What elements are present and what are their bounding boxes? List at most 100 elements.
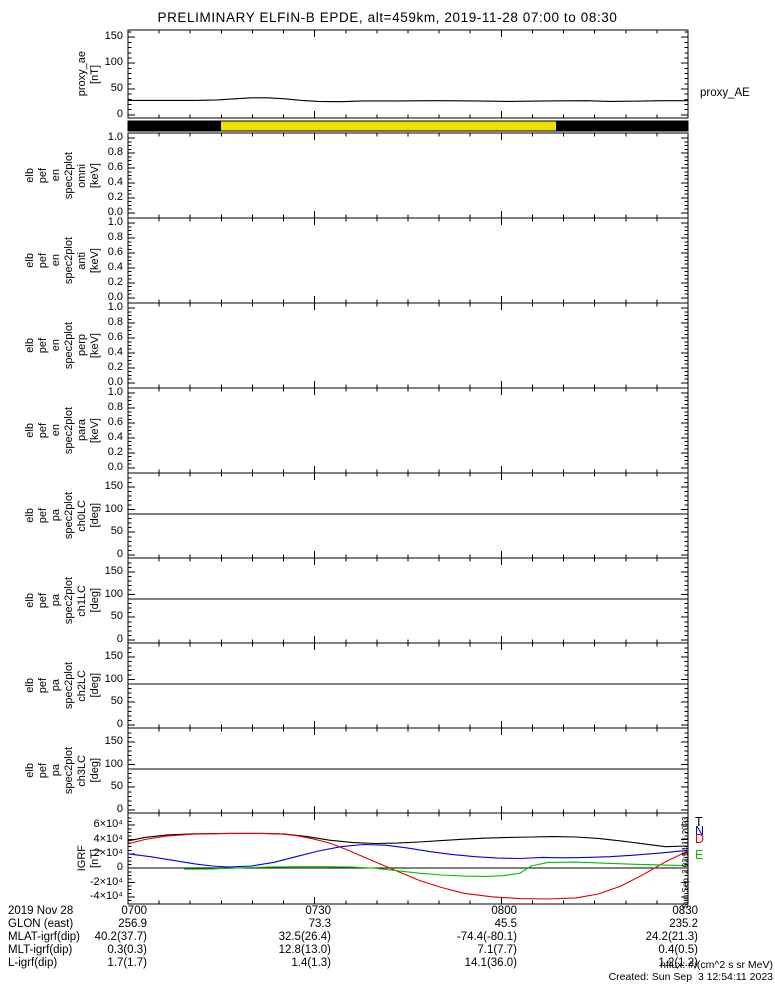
y-tick-label: 0.2 bbox=[107, 360, 123, 373]
axis-label-word: spec2plot bbox=[63, 151, 75, 200]
panel-pa-ch0lc-axis-label: elb pef pa spec2plot ch0LC [deg] bbox=[24, 473, 102, 558]
axis-label-word: pa bbox=[50, 764, 62, 777]
y-tick-label: 0 bbox=[116, 861, 123, 874]
created-timestamp: Created: Sun Sep 3 12:54:11 2023 bbox=[608, 971, 773, 983]
table-row-glon: GLON (east) 256.9 73.3 45.5 235.2 bbox=[0, 918, 775, 931]
y-tick-label: 0.8 bbox=[107, 146, 123, 159]
y-tick-label: 0.0 bbox=[107, 375, 123, 388]
y-tick-label: 150 bbox=[104, 480, 123, 492]
time-tick-label: 0830 bbox=[672, 905, 698, 917]
axis-label-word: spec2plot bbox=[63, 576, 75, 625]
axis-label-word: [deg] bbox=[89, 758, 101, 783]
axis-label-word: pef bbox=[37, 677, 49, 694]
mlat-value: 32.5(26.4) bbox=[278, 931, 331, 943]
axis-label-word: pef bbox=[37, 507, 49, 524]
axis-label-word: pa bbox=[50, 679, 62, 692]
axis-label-word: spec2plot bbox=[63, 491, 75, 540]
y-tick-label: 100 bbox=[104, 502, 123, 515]
axis-label-word: [nT] bbox=[89, 64, 101, 84]
mlat-value: 24.2(21.3) bbox=[645, 931, 698, 943]
series-E bbox=[183, 861, 689, 877]
y-tick-label: 100 bbox=[104, 56, 123, 69]
y-tick-label: 100 bbox=[104, 672, 123, 685]
y-tick-label: -4×10⁴ bbox=[89, 889, 123, 902]
proxy-ae-series-label: proxy_AE bbox=[700, 87, 750, 99]
axis-label-word: pef bbox=[37, 337, 49, 354]
y-tick-label: 0.8 bbox=[107, 401, 123, 414]
y-tick-label: 0.8 bbox=[107, 231, 123, 244]
axis-label-word: [keV] bbox=[89, 417, 101, 444]
legend-entry-d: D bbox=[695, 832, 705, 846]
axis-label-word: perp bbox=[76, 334, 88, 357]
y-tick-label: 6×10⁴ bbox=[93, 818, 123, 831]
y-tick-label: 150 bbox=[104, 650, 123, 662]
axis-label-word: pef bbox=[37, 167, 49, 184]
y-tick-label: 0.6 bbox=[107, 246, 123, 258]
panel-en-para-axis-label: elb pef en spec2plot para [keV] bbox=[24, 388, 102, 473]
time-tick-label: 0730 bbox=[305, 905, 331, 917]
time-tick-label: 0800 bbox=[491, 905, 517, 917]
y-tick-label: 150 bbox=[104, 565, 123, 577]
axis-label-word: omni bbox=[76, 163, 88, 188]
axis-label-word: [deg] bbox=[89, 673, 101, 698]
glon-value: 235.2 bbox=[669, 918, 698, 930]
axis-label-word: elb bbox=[24, 508, 36, 523]
axis-label-word: elb bbox=[24, 678, 36, 693]
axis-label-word: pef bbox=[37, 592, 49, 609]
table-row-lshell: L-igrf(dip) 1.7(1.7) 1.4(1.3) 14.1(36.0)… bbox=[0, 957, 775, 970]
axis-label-word: spec2plot bbox=[63, 406, 75, 455]
page-title: PRELIMINARY ELFIN-B EPDE, alt=459km, 201… bbox=[157, 10, 618, 25]
y-tick-label: 100 bbox=[104, 757, 123, 770]
panel-igrf-axis-label: IGRF [nT] bbox=[30, 813, 102, 904]
axis-label-word: spec2plot bbox=[63, 321, 75, 370]
science-zone-bar-segment bbox=[221, 121, 556, 131]
table-row-mlat: MLAT-igrf(dip) 40.2(37.7) 32.5(26.4) -74… bbox=[0, 931, 775, 944]
row-label-date: 2019 Nov 28 bbox=[8, 905, 74, 917]
mlt-value: 0.4(0.5) bbox=[658, 944, 698, 956]
axis-label-word: elb bbox=[24, 253, 36, 268]
y-tick-label: 0 bbox=[116, 547, 123, 560]
axis-label-word: ch1LC bbox=[76, 584, 88, 617]
panel-pa-ch2lc-axis-label: elb pef pa spec2plot ch2LC [deg] bbox=[24, 643, 102, 728]
y-tick-label: 0 bbox=[116, 717, 123, 730]
y-tick-label: 50 bbox=[110, 780, 123, 793]
mlt-value: 0.3(0.3) bbox=[107, 944, 147, 956]
y-tick-label: 0 bbox=[116, 107, 123, 120]
y-tick-label: 0.2 bbox=[107, 190, 123, 203]
y-tick-label: 1.0 bbox=[107, 301, 123, 314]
axis-label-word: en bbox=[50, 339, 62, 352]
panel-pa-ch1lc-axis-label: elb pef pa spec2plot ch1LC [deg] bbox=[24, 558, 102, 643]
y-tick-label: -2×10⁴ bbox=[89, 875, 123, 888]
table-row-date-time: 2019 Nov 28 0700 0730 0800 0830 bbox=[0, 905, 775, 918]
axis-label-word: proxy_ae bbox=[76, 51, 88, 97]
y-tick-label: 0.8 bbox=[107, 316, 123, 329]
y-tick-label: 0.6 bbox=[107, 161, 123, 173]
axis-label-word: elb bbox=[24, 763, 36, 778]
axis-label-word: pa bbox=[50, 594, 62, 607]
axis-label-word: spec2plot bbox=[63, 236, 75, 285]
mlt-value: 7.1(7.7) bbox=[477, 944, 517, 956]
y-tick-label: 50 bbox=[110, 610, 123, 623]
axis-label-word: [keV] bbox=[89, 247, 101, 274]
axis-label-word: elb bbox=[24, 423, 36, 438]
nflux-units-note: nflux: #/(cm^2 s sr MeV) bbox=[660, 959, 773, 971]
side-timestamp: Sun Sep 3 03:54:11 2023 bbox=[681, 816, 690, 909]
axis-label-word: elb bbox=[24, 338, 36, 353]
lshell-value: 14.1(36.0) bbox=[464, 957, 517, 969]
series-proxy_AE bbox=[128, 97, 688, 103]
y-tick-label: 150 bbox=[104, 735, 123, 747]
axis-label-word: spec2plot bbox=[63, 746, 75, 795]
axis-label-word: [deg] bbox=[89, 588, 101, 613]
panel-en-omni-axis-label: elb pef en spec2plot omni [keV] bbox=[24, 133, 102, 218]
row-label-lshell: L-igrf(dip) bbox=[8, 957, 58, 969]
axis-label-word: [keV] bbox=[89, 332, 101, 359]
glon-value: 73.3 bbox=[308, 918, 331, 930]
legend-entry-e: E bbox=[695, 848, 704, 862]
panel-en-anti-axis-label: elb pef en spec2plot anti [keV] bbox=[24, 218, 102, 303]
axis-label-word: en bbox=[50, 254, 62, 267]
axis-label-word: ch3LC bbox=[76, 754, 88, 787]
glon-value: 256.9 bbox=[118, 918, 147, 930]
